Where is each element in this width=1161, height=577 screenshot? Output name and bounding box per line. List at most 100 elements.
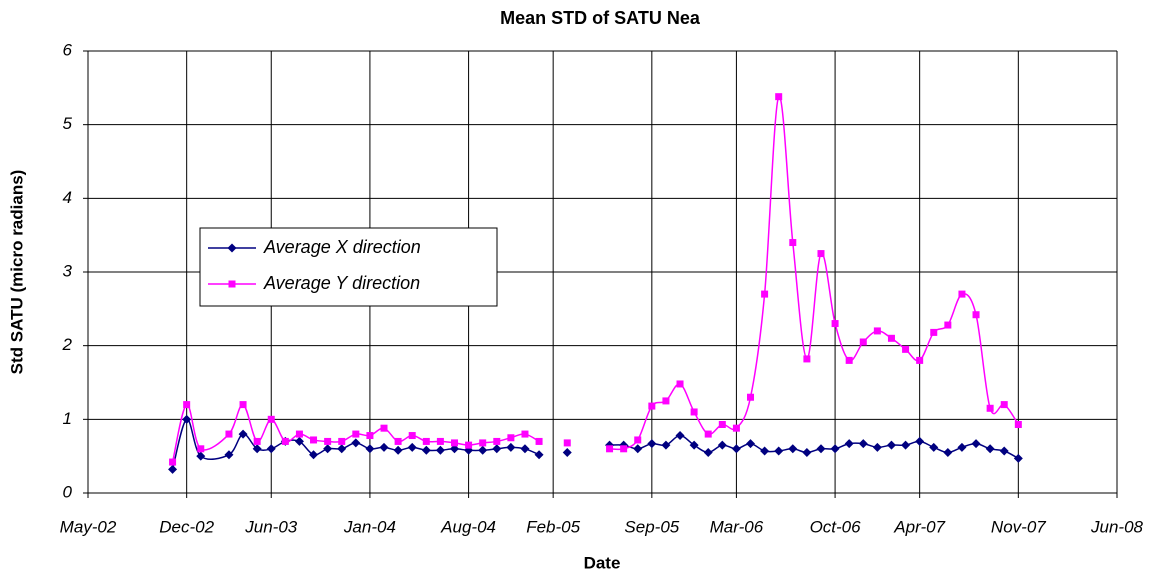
marker xyxy=(986,404,994,412)
legend-box xyxy=(199,227,498,307)
marker xyxy=(1014,420,1022,428)
marker xyxy=(676,380,684,388)
marker xyxy=(606,445,614,453)
marker xyxy=(944,321,952,329)
marker xyxy=(520,444,530,454)
marker xyxy=(902,345,910,353)
marker xyxy=(492,444,502,454)
marker xyxy=(365,444,375,454)
marker xyxy=(859,338,867,346)
marker xyxy=(732,424,740,432)
marker xyxy=(633,444,643,454)
marker xyxy=(422,437,430,445)
marker xyxy=(802,447,812,457)
marker xyxy=(634,436,642,444)
marker xyxy=(493,437,501,445)
marker xyxy=(731,444,741,454)
marker xyxy=(352,430,360,438)
marker xyxy=(689,440,699,450)
marker xyxy=(999,446,1009,456)
marker xyxy=(449,444,459,454)
marker xyxy=(788,444,798,454)
marker xyxy=(761,290,769,298)
marker xyxy=(816,444,826,454)
marker xyxy=(323,444,333,454)
marker xyxy=(1000,401,1008,409)
marker xyxy=(478,445,488,455)
marker xyxy=(760,446,770,456)
x-tick-label: Sep-05 xyxy=(624,517,679,536)
x-tick-label: Nov-07 xyxy=(991,517,1046,536)
marker xyxy=(366,432,374,440)
marker xyxy=(309,450,319,460)
y-tick-label: 2 xyxy=(62,335,73,354)
marker xyxy=(408,432,416,440)
marker xyxy=(562,447,572,457)
marker xyxy=(238,429,248,439)
marker xyxy=(930,328,938,336)
marker xyxy=(393,445,403,455)
marker xyxy=(647,439,657,449)
x-axis-title: Date xyxy=(584,553,621,572)
marker xyxy=(407,442,417,452)
marker xyxy=(886,440,896,450)
marker xyxy=(267,415,275,423)
marker xyxy=(675,431,685,441)
y-tick-label: 4 xyxy=(63,188,72,207)
marker xyxy=(872,442,882,452)
marker xyxy=(662,397,670,405)
marker xyxy=(858,439,868,449)
marker xyxy=(183,401,191,409)
chart-title: Mean STD of SATU Nea xyxy=(500,8,701,28)
marker xyxy=(803,355,811,363)
marker xyxy=(746,439,756,449)
marker xyxy=(227,243,237,253)
marker xyxy=(563,439,571,447)
marker xyxy=(690,408,698,416)
marker xyxy=(379,442,389,452)
x-tick-label: Apr-07 xyxy=(893,517,945,536)
marker xyxy=(704,430,712,438)
marker xyxy=(168,464,178,474)
x-tick-label: Dec-02 xyxy=(159,517,214,536)
marker xyxy=(703,447,713,457)
marker xyxy=(337,444,347,454)
marker xyxy=(985,444,995,454)
legend-label: Average Y direction xyxy=(263,273,420,293)
y-axis-title: Std SATU (micro radians) xyxy=(7,170,26,375)
marker xyxy=(239,401,247,409)
marker xyxy=(465,441,473,449)
marker xyxy=(873,327,881,335)
marker xyxy=(648,402,656,410)
y-tick-label: 1 xyxy=(63,409,72,428)
marker xyxy=(831,320,839,328)
x-tick-label: Jan-04 xyxy=(343,517,396,536)
marker xyxy=(661,440,671,450)
marker xyxy=(789,239,797,247)
x-tick-label: May-02 xyxy=(60,517,117,536)
y-tick-label: 5 xyxy=(63,114,73,133)
marker xyxy=(169,458,177,466)
legend-label: Average X direction xyxy=(263,237,421,257)
x-tick-label: Jun-08 xyxy=(1090,517,1144,536)
marker xyxy=(507,434,515,442)
marker xyxy=(182,414,192,424)
marker xyxy=(943,447,953,457)
marker xyxy=(479,439,487,447)
marker xyxy=(196,451,206,461)
marker xyxy=(224,450,234,460)
marker xyxy=(197,445,205,453)
marker xyxy=(929,442,939,452)
marker xyxy=(421,445,431,455)
marker xyxy=(958,290,966,298)
marker xyxy=(380,424,388,432)
marker xyxy=(774,446,784,456)
marker xyxy=(324,437,332,445)
marker xyxy=(747,393,755,401)
marker xyxy=(845,356,853,364)
marker xyxy=(534,450,544,460)
marker xyxy=(844,439,854,449)
marker xyxy=(971,439,981,449)
